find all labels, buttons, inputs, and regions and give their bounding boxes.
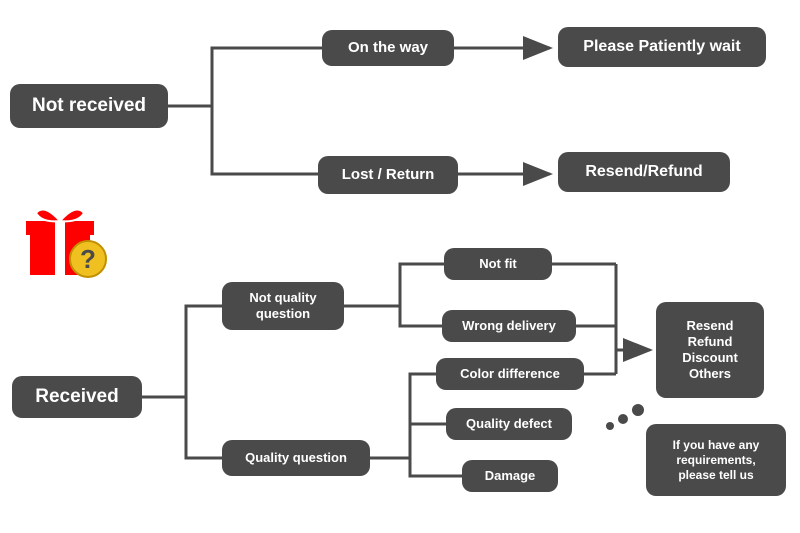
node-on-the-way: On the way: [322, 30, 454, 66]
gift-box-icon: ?: [22, 195, 112, 290]
node-not-fit: Not fit: [444, 248, 552, 280]
node-received: Received: [12, 376, 142, 418]
thought-dot-1: [618, 414, 628, 424]
node-not-quality-q: Not qualityquestion: [222, 282, 344, 330]
node-requirements: If you have anyrequirements,please tell …: [646, 424, 786, 496]
node-quality-q: Quality question: [222, 440, 370, 476]
node-wrong-delivery: Wrong delivery: [442, 310, 576, 342]
thought-dot-2: [606, 422, 614, 430]
svg-text:?: ?: [80, 244, 96, 274]
node-outcomes: ResendRefundDiscountOthers: [656, 302, 764, 398]
node-resend-refund-top: Resend/Refund: [558, 152, 730, 192]
node-quality-defect: Quality defect: [446, 408, 572, 440]
thought-dot-0: [632, 404, 644, 416]
node-patiently-wait: Please Patiently wait: [558, 27, 766, 67]
node-lost-return: Lost / Return: [318, 156, 458, 194]
node-damage: Damage: [462, 460, 558, 492]
node-not-received: Not received: [10, 84, 168, 128]
node-color-diff: Color difference: [436, 358, 584, 390]
